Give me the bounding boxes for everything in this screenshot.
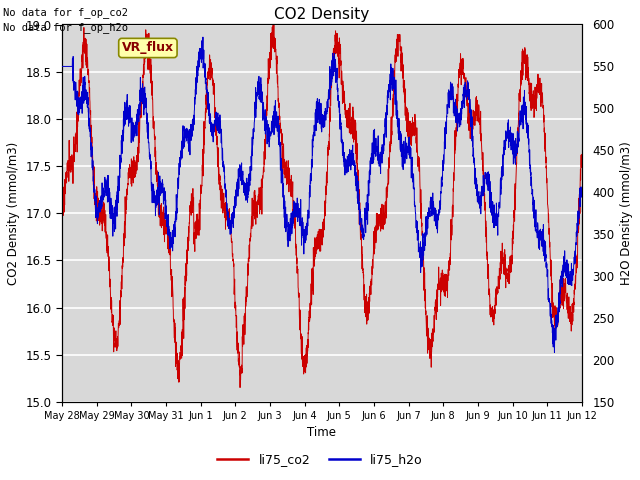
Text: VR_flux: VR_flux (122, 41, 174, 55)
X-axis label: Time: Time (307, 426, 337, 440)
Title: CO2 Density: CO2 Density (275, 7, 369, 22)
Text: No data for f_op_co2: No data for f_op_co2 (3, 7, 128, 18)
Text: No data for f_op_h2o: No data for f_op_h2o (3, 22, 128, 33)
Y-axis label: H2O Density (mmol/m3): H2O Density (mmol/m3) (620, 141, 633, 285)
Y-axis label: CO2 Density (mmol/m3): CO2 Density (mmol/m3) (7, 142, 20, 285)
Legend: li75_co2, li75_h2o: li75_co2, li75_h2o (212, 448, 428, 471)
